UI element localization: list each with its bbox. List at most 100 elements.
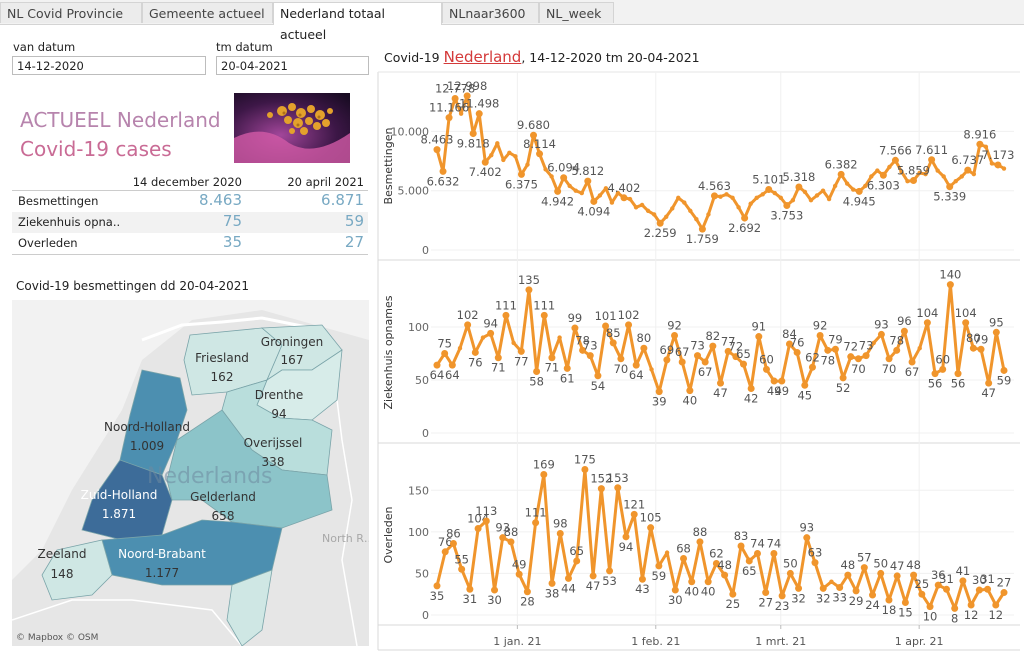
- data-point: [475, 526, 481, 531]
- data-label: 25: [915, 577, 930, 591]
- tab-nl-covid-provincie[interactable]: NL Covid Provincie: [0, 2, 142, 23]
- labeled-data-point: [640, 344, 648, 352]
- labeled-data-point: [994, 161, 1002, 169]
- labeled-data-point: [584, 177, 592, 185]
- data-label: 12.778: [435, 81, 475, 95]
- headline-subtitle: Covid-19 cases: [20, 137, 172, 161]
- labeled-data-point: [449, 539, 457, 547]
- data-label: 91: [751, 320, 766, 334]
- series-line-overleden: [435, 468, 1006, 610]
- data-point: [887, 164, 892, 170]
- data-point: [993, 602, 998, 608]
- data-point: [909, 359, 915, 365]
- labeled-data-point: [739, 360, 747, 368]
- data-label: 42: [744, 391, 759, 405]
- data-point: [450, 362, 455, 368]
- kpi-row-besmettingen: Besmettingen 8.463 6.871: [12, 191, 368, 212]
- labeled-data-point: [1000, 366, 1008, 374]
- data-point: [623, 534, 629, 540]
- labeled-data-point: [701, 358, 709, 366]
- labeled-data-point: [847, 353, 855, 361]
- data-point: [821, 586, 826, 591]
- labeled-data-point: [655, 388, 663, 396]
- labeled-data-point: [946, 281, 954, 289]
- data-point: [794, 350, 800, 355]
- labeled-data-point: [671, 331, 679, 339]
- data-label: 76: [468, 355, 483, 369]
- labeled-data-point: [926, 603, 934, 611]
- tm-datum-input[interactable]: 20-04-2021: [216, 56, 369, 75]
- chart-title-place-link[interactable]: Nederland: [443, 48, 522, 66]
- data-label: 94: [619, 540, 634, 554]
- data-point: [948, 282, 953, 287]
- data-point: [953, 179, 958, 184]
- data-point: [851, 187, 856, 192]
- data-point: [513, 154, 518, 159]
- labeled-data-point: [481, 158, 489, 166]
- province-map[interactable]: Nederlands North R… Westph… Groningen 16…: [12, 300, 369, 646]
- data-point: [591, 199, 597, 204]
- data-point: [501, 157, 506, 163]
- labeled-data-point: [441, 548, 449, 556]
- data-label: 53: [602, 574, 617, 588]
- data-label: 47: [713, 386, 728, 400]
- labeled-data-point: [464, 321, 472, 329]
- data-point: [500, 535, 505, 540]
- labeled-data-point: [770, 549, 778, 557]
- tab-nlnaar3600[interactable]: NLnaar3600: [442, 2, 539, 23]
- data-label: 71: [545, 361, 560, 375]
- tab-gemeente-actueel[interactable]: Gemeente actueel: [142, 2, 273, 23]
- data-label: 111: [495, 298, 517, 312]
- data-point: [679, 359, 685, 365]
- data-point: [639, 202, 645, 208]
- labeled-data-point: [717, 379, 724, 387]
- data-point: [503, 313, 509, 318]
- data-point: [705, 579, 711, 584]
- province-noord-brabant[interactable]: [101, 519, 283, 586]
- labeled-data-point: [560, 174, 568, 182]
- data-label: 69: [660, 343, 675, 357]
- data-point: [599, 486, 604, 491]
- labeled-data-point: [885, 596, 893, 604]
- y-tick-label: 50: [415, 374, 429, 387]
- data-label: 49: [774, 384, 789, 398]
- chart-title-suffix: , 14-12-2020 tm 20-04-2021: [521, 50, 700, 65]
- labeled-data-point: [901, 599, 909, 607]
- data-point: [936, 582, 941, 588]
- chart-title: Covid-19 Nederland, 14-12-2020 tm 20-04-…: [384, 48, 700, 66]
- labeled-data-point: [877, 569, 885, 577]
- labeled-data-point: [942, 585, 950, 593]
- data-label: 70: [882, 362, 897, 376]
- labeled-data-point: [729, 590, 737, 598]
- data-point: [656, 563, 662, 569]
- data-point: [947, 184, 952, 189]
- labeled-data-point: [811, 559, 819, 567]
- data-label: 104: [467, 512, 489, 526]
- data-label: 15: [898, 606, 913, 620]
- labeled-data-point: [656, 219, 664, 227]
- labeled-data-point: [515, 570, 523, 578]
- data-point: [618, 356, 624, 361]
- van-datum-input[interactable]: 14-12-2020: [12, 56, 206, 75]
- tab-nl-week[interactable]: NL_week: [539, 2, 614, 23]
- labeled-data-point: [680, 554, 688, 562]
- labeled-data-point: [554, 187, 562, 195]
- data-label: 55: [454, 552, 469, 566]
- labeled-data-point: [985, 379, 993, 387]
- data-label: 80: [637, 331, 652, 345]
- labeled-data-point: [862, 352, 870, 360]
- data-label: 4.942: [541, 194, 574, 208]
- y-tick-label: 100: [408, 321, 429, 334]
- data-point: [531, 133, 536, 138]
- labeled-data-point: [747, 384, 755, 392]
- data-point: [590, 573, 596, 579]
- data-point: [434, 147, 440, 152]
- province-limburg[interactable]: [226, 569, 273, 646]
- data-point: [760, 192, 765, 197]
- data-point: [557, 335, 562, 340]
- y-axis-label: Overleden: [382, 506, 395, 563]
- north-sea: [12, 300, 369, 580]
- data-point: [507, 150, 512, 155]
- province-zeeland[interactable]: [41, 539, 113, 601]
- tab-nederland-totaal-actueel[interactable]: Nederland totaal actueel: [273, 2, 442, 42]
